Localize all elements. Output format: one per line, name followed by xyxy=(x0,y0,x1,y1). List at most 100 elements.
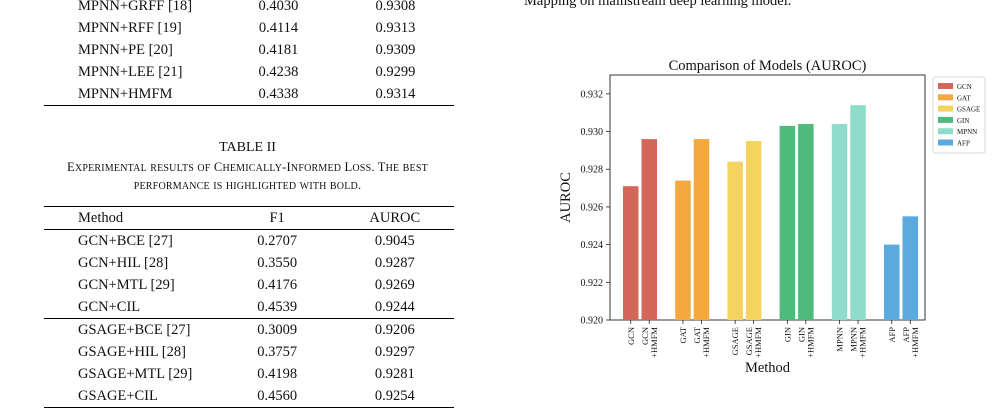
cell-auroc: 0.9045 xyxy=(374,232,415,249)
table-row: GSAGE+BCE [27] 0.3009 0.9206 xyxy=(44,318,454,341)
cell-f1: 0.4030 xyxy=(258,0,299,14)
cell-auroc: 0.9309 xyxy=(375,41,416,58)
bar-gin-hmfm xyxy=(798,124,814,320)
cell-method: GCN+CIL xyxy=(78,298,141,315)
x-tick-label: GSAGE xyxy=(730,327,740,355)
y-tick-label: 0.932 xyxy=(581,89,604,100)
x-tick-label: GIN xyxy=(782,327,792,342)
x-tick-label: MPNN xyxy=(835,327,845,352)
cell-f1: 0.4181 xyxy=(258,41,299,58)
cell-method: MPNN+RFF [19] xyxy=(78,19,182,36)
legend-swatch-mpnn xyxy=(938,128,953,135)
cell-method: GSAGE+HIL [28] xyxy=(78,343,186,360)
bar-afp-hmfm xyxy=(902,216,918,320)
bar-gsage-hmfm xyxy=(745,140,762,320)
cell-f1: 0.4238 xyxy=(258,63,299,80)
table-row: GSAGE+CIL 0.4560 0.9254 xyxy=(44,385,454,408)
bar-gcn xyxy=(623,186,639,320)
table-header-row: Method F1 AUROC xyxy=(44,206,454,230)
auroc-bar-chart: Comparison of Models (AUROC) 0.920 0.922 0.… xyxy=(558,58,986,376)
x-tick-label: GCN xyxy=(626,327,636,345)
legend-label-afp: AFP xyxy=(957,140,970,148)
cell-auroc: 0.9313 xyxy=(375,19,416,36)
legend-label-gsage: GSAGE xyxy=(957,106,980,114)
legend-swatch-gsage xyxy=(938,105,953,112)
table-row: GCN+BCE [27] 0.2707 0.9045 xyxy=(44,230,454,253)
table-row: MPNN+LEE [21] 0.4238 0.9299 xyxy=(44,61,454,83)
cell-f1: 0.2707 xyxy=(257,232,298,249)
table-row: MPNN+PE [20] 0.4181 0.9309 xyxy=(44,39,454,61)
cell-method: GSAGE+MTL [29] xyxy=(78,365,193,382)
caption-line-1: EXPERIMENTAL RESULTS OF CHEMICALLY-INFOR… xyxy=(67,160,428,174)
cell-method: GSAGE+CIL xyxy=(44,385,219,408)
bar-mpnn xyxy=(831,124,848,320)
cell-method: GCN+MTL [29] xyxy=(78,276,175,293)
cell-method: MPNN+LEE [21] xyxy=(78,63,183,80)
header-method: Method xyxy=(44,206,219,230)
top-results-table: MPNN+GRFF [18] 0.4030 0.9308 MPNN+RFF [19] 0… xyxy=(44,0,454,106)
x-tick-label: MPNN+HMFM xyxy=(849,327,868,358)
bar-gcn-hmfm xyxy=(641,139,657,320)
x-tick-label: GCN+HMFM xyxy=(640,327,659,358)
y-axis-label: AUROC xyxy=(558,172,574,223)
bar-gin xyxy=(779,125,796,320)
cell-f1: 0.3009 xyxy=(218,318,336,341)
table-row: GCN+MTL [29] 0.4176 0.9269 xyxy=(44,274,454,296)
cell-method: GSAGE+BCE [27] xyxy=(44,318,219,341)
cell-auroc: 0.9297 xyxy=(374,343,415,360)
cell-method: MPNN+GRFF [18] xyxy=(78,0,193,14)
table-caption: TABLE II EXPERIMENTAL RESULTS OF CHEMICA… xyxy=(0,140,495,195)
cell-method: MPNN+HMFM xyxy=(44,83,220,106)
cell-method: GCN+BCE [27] xyxy=(78,232,173,249)
cell-auroc: 0.9299 xyxy=(375,63,416,80)
x-tick-label: AFP xyxy=(887,327,897,343)
cil-results-table: Method F1 AUROC GCN+BCE [27] 0.2707 0.9045… xyxy=(44,206,454,408)
bar-afp xyxy=(884,244,900,320)
cell-auroc: 0.9254 xyxy=(335,385,454,408)
cell-f1: 0.3757 xyxy=(257,343,298,360)
table-row: GCN+CIL 0.4539 0.9244 xyxy=(44,296,454,319)
legend-label-gcn: GCN xyxy=(957,83,972,91)
cell-auroc: 0.9314 xyxy=(336,83,454,106)
cell-f1: 0.4338 xyxy=(219,83,337,106)
cell-f1: 0.4539 xyxy=(257,298,298,315)
table-row: GSAGE+MTL [29] 0.4198 0.9281 xyxy=(44,363,454,385)
bar-gat-hmfm xyxy=(693,139,710,320)
table-number: TABLE II xyxy=(219,140,276,155)
cell-auroc: 0.9281 xyxy=(374,365,415,382)
x-tick-label: GAT+HMFM xyxy=(692,326,711,358)
cell-f1: 0.4198 xyxy=(257,365,298,382)
y-tick-label: 0.930 xyxy=(581,127,604,138)
plot-frame xyxy=(609,74,926,321)
legend-label-gin: GIN xyxy=(957,117,969,125)
caption-line-2: PERFORMANCE IS HIGHLIGHTED WITH BOLD. xyxy=(133,178,362,192)
y-tick-label: 0.922 xyxy=(581,278,604,289)
bar-mpnn-hmfm xyxy=(850,105,866,321)
cell-auroc: 0.9244 xyxy=(374,298,415,315)
bar-gat xyxy=(675,180,691,320)
body-text-fragment: Mapping on mainstream deep learning mode… xyxy=(524,0,792,9)
legend-label-mpnn: MPNN xyxy=(957,128,977,136)
table-row: GCN+HIL [28] 0.3550 0.9287 xyxy=(44,252,454,274)
x-tick-label: GIN+HMFM xyxy=(796,327,815,358)
table-row: MPNN+HMFM 0.4338 0.9314 xyxy=(44,83,454,106)
legend-swatch-gin xyxy=(938,116,953,123)
cell-f1: 0.4560 xyxy=(218,385,336,408)
table-row: GSAGE+HIL [28] 0.3757 0.9297 xyxy=(44,341,454,363)
cell-f1: 0.4114 xyxy=(258,19,299,36)
table-row: MPNN+RFF [19] 0.4114 0.9313 xyxy=(44,17,454,39)
cell-method: MPNN+PE [20] xyxy=(78,41,173,58)
header-auroc: AUROC xyxy=(335,206,454,230)
legend-swatch-gcn xyxy=(938,83,953,89)
cell-auroc: 0.9308 xyxy=(375,0,416,14)
x-axis-label: Method xyxy=(745,360,791,376)
legend-swatch-gat xyxy=(938,94,953,101)
y-tick-label: 0.928 xyxy=(581,165,604,176)
cell-f1: 0.3550 xyxy=(257,254,298,271)
cell-auroc: 0.9287 xyxy=(374,254,415,271)
cell-auroc: 0.9269 xyxy=(374,276,415,293)
cell-f1: 0.4176 xyxy=(257,276,298,293)
header-f1: F1 xyxy=(218,206,336,230)
cell-method: GCN+HIL [28] xyxy=(78,254,169,271)
cell-auroc: 0.9206 xyxy=(335,318,454,341)
